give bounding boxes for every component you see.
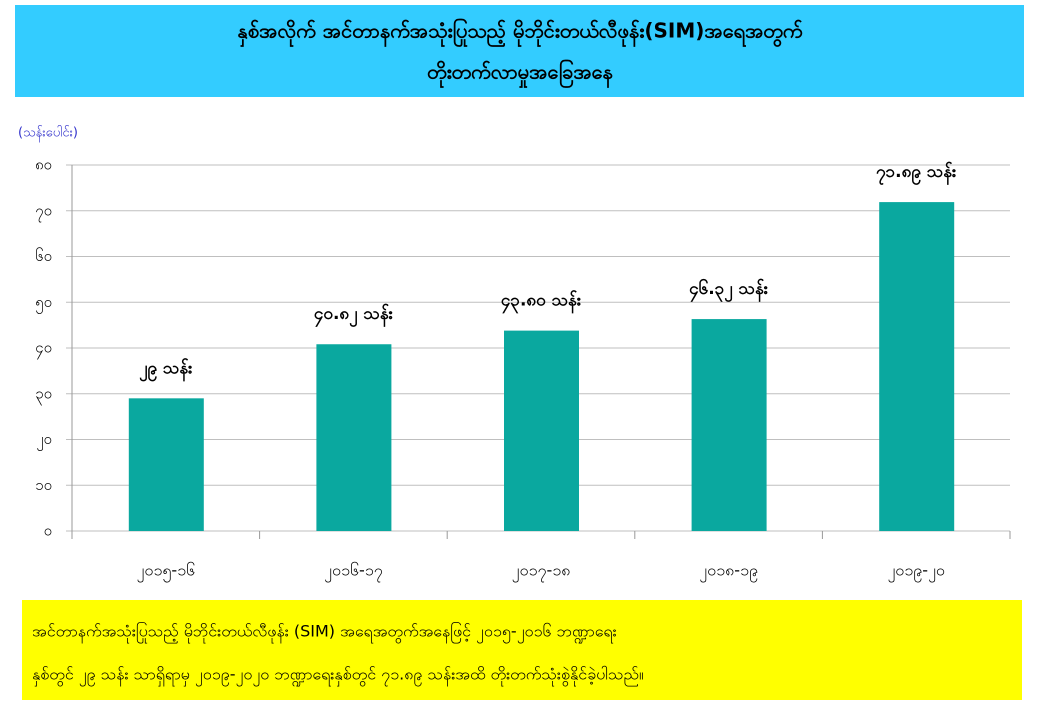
y-tick-label: ၇၀ <box>35 201 52 222</box>
y-tick-label: ၂၀ <box>36 430 52 451</box>
value-label: ၂၉ သန်း <box>139 357 193 382</box>
value-label: ၄၆.၃၂ သန်း <box>689 277 769 303</box>
x-tick-label: ၂၀၁၈-၁၉ <box>699 561 758 583</box>
bar <box>128 398 204 531</box>
value-label: ၄၃.၈၀ သန်း <box>501 290 582 315</box>
note-box <box>22 600 1022 700</box>
bar <box>504 330 579 531</box>
y-tick-label: ၆၀ <box>35 247 52 265</box>
x-tick-label: ၂၀၁၉-၂၀ <box>887 561 945 583</box>
bar <box>316 344 392 531</box>
x-tick-label: ၂၀၁၇-၁၈ <box>512 561 571 583</box>
x-tick-label: ၂၀၁၆-၁၇ <box>324 561 383 583</box>
bar <box>879 202 955 531</box>
y-tick-label: ၄၀ <box>35 339 52 360</box>
y-tick-label: ၀ <box>44 522 52 540</box>
note: နှစ်တွင် ၂၉ သန်း သာရှိရာမှ ၂၀၁၉-၂၀၂၀ ဘဏ္… <box>32 665 644 687</box>
y-tick-label: ၅၀ <box>35 293 52 314</box>
bar <box>691 319 767 531</box>
title-band <box>15 5 1024 97</box>
y-tick-label: ၈၀ <box>35 156 52 174</box>
y-axis-label: (သန်းပေါင်း) <box>18 125 78 143</box>
note: အင်တာနက်အသုံးပြုသည့် မိုဘိုင်းတယ်လီဖုန်း… <box>32 622 617 644</box>
value-label: ၇၁.၈၉ သန်း <box>876 161 957 186</box>
y-tick-label: ၁၀ <box>35 476 52 494</box>
y-tick-label: ၃၀ <box>35 384 52 405</box>
value-label: ၄၀.၈၂ သန်း <box>314 303 394 328</box>
x-tick-label: ၂၀၁၅-၁၆ <box>136 561 195 583</box>
